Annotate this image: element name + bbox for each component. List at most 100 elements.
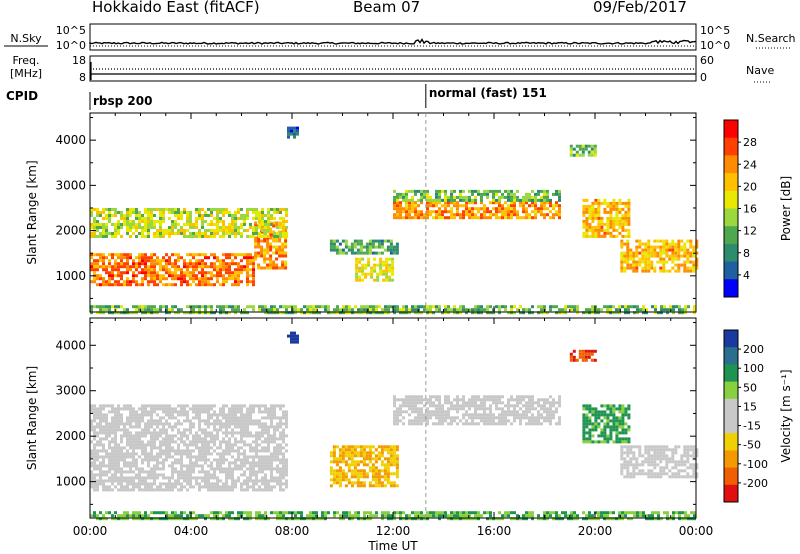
data-cell xyxy=(618,210,622,214)
data-cell xyxy=(665,242,669,246)
data-cell xyxy=(195,455,198,459)
data-cell xyxy=(126,268,129,272)
data-cell xyxy=(222,211,225,214)
data-cell xyxy=(138,220,141,223)
data-cell xyxy=(644,257,648,261)
data-cell xyxy=(111,283,114,287)
data-cell xyxy=(356,460,360,464)
data-cell xyxy=(361,266,365,270)
data-cell xyxy=(168,464,171,468)
data-cell xyxy=(528,195,531,199)
data-cell xyxy=(222,268,225,272)
data-cell xyxy=(683,254,687,258)
data-cell xyxy=(129,419,132,423)
data-cell xyxy=(279,476,282,480)
data-cell xyxy=(386,448,390,452)
data-cell xyxy=(444,305,447,309)
data-cell xyxy=(150,208,153,211)
data-cell xyxy=(474,413,477,417)
data-cell xyxy=(183,443,186,447)
data-cell xyxy=(174,407,177,411)
data-cell xyxy=(387,311,390,315)
data-cell xyxy=(632,463,636,467)
data-cell xyxy=(237,449,240,453)
data-cell xyxy=(638,463,642,467)
data-cell xyxy=(376,275,380,279)
data-cell xyxy=(126,485,129,489)
data-cell xyxy=(108,458,111,462)
data-cell xyxy=(516,401,519,405)
data-cell xyxy=(177,431,180,435)
data-cell xyxy=(695,263,699,267)
data-cell xyxy=(123,271,126,275)
data-cell xyxy=(198,305,201,309)
data-cell xyxy=(108,308,111,312)
data-cell xyxy=(555,204,558,208)
data-cell xyxy=(353,460,357,464)
data-cell xyxy=(147,283,150,287)
data-cell xyxy=(144,217,147,220)
data-cell xyxy=(582,434,586,438)
data-cell xyxy=(609,216,613,220)
data-cell xyxy=(492,419,495,423)
data-cell xyxy=(257,245,261,249)
data-cell xyxy=(347,466,351,470)
data-cell xyxy=(219,455,222,459)
data-cell xyxy=(672,311,675,315)
data-cell xyxy=(350,248,354,252)
data-cell xyxy=(258,455,261,459)
data-cell xyxy=(590,150,594,154)
data-cell xyxy=(132,479,135,483)
data-cell xyxy=(99,232,102,235)
data-cell xyxy=(153,482,156,486)
data-cell xyxy=(96,455,99,459)
data-cell xyxy=(117,449,120,453)
data-cell xyxy=(246,455,249,459)
data-cell xyxy=(129,440,132,444)
data-cell xyxy=(450,189,453,193)
data-cell xyxy=(135,235,138,238)
data-cell xyxy=(341,457,345,461)
data-cell xyxy=(234,280,237,284)
data-cell xyxy=(162,211,165,214)
data-cell xyxy=(486,192,489,196)
data-cell xyxy=(129,268,132,272)
data-cell xyxy=(254,242,258,246)
data-cell xyxy=(135,410,138,414)
data-cell xyxy=(240,461,243,465)
data-cell xyxy=(513,419,516,423)
data-cell xyxy=(537,410,540,414)
data-cell xyxy=(344,448,348,452)
data-cell xyxy=(189,235,192,238)
data-cell xyxy=(258,235,261,238)
data-cell xyxy=(126,449,129,453)
data-cell xyxy=(90,473,93,477)
data-cell xyxy=(231,446,234,450)
data-cell xyxy=(510,395,513,399)
data-cell xyxy=(615,428,619,432)
data-cell xyxy=(392,472,396,476)
data-cell xyxy=(353,451,357,455)
data-cell xyxy=(656,445,660,449)
data-cell xyxy=(264,422,267,426)
data-cell xyxy=(591,410,595,414)
data-cell xyxy=(395,457,399,461)
data-cell xyxy=(123,217,126,220)
data-cell xyxy=(388,263,392,267)
data-cell xyxy=(93,455,96,459)
data-cell xyxy=(198,253,201,257)
data-cell xyxy=(689,260,693,264)
data-cell xyxy=(231,410,234,414)
data-cell xyxy=(120,458,123,462)
data-cell xyxy=(252,485,255,489)
data-cell xyxy=(513,404,516,408)
data-cell xyxy=(171,482,174,486)
data-cell xyxy=(537,311,540,315)
data-cell xyxy=(144,311,147,315)
data-cell xyxy=(129,311,132,315)
data-cell xyxy=(234,268,237,272)
data-cell xyxy=(350,475,354,479)
data-cell xyxy=(138,446,141,450)
data-cell xyxy=(189,419,192,423)
data-cell xyxy=(626,242,630,246)
